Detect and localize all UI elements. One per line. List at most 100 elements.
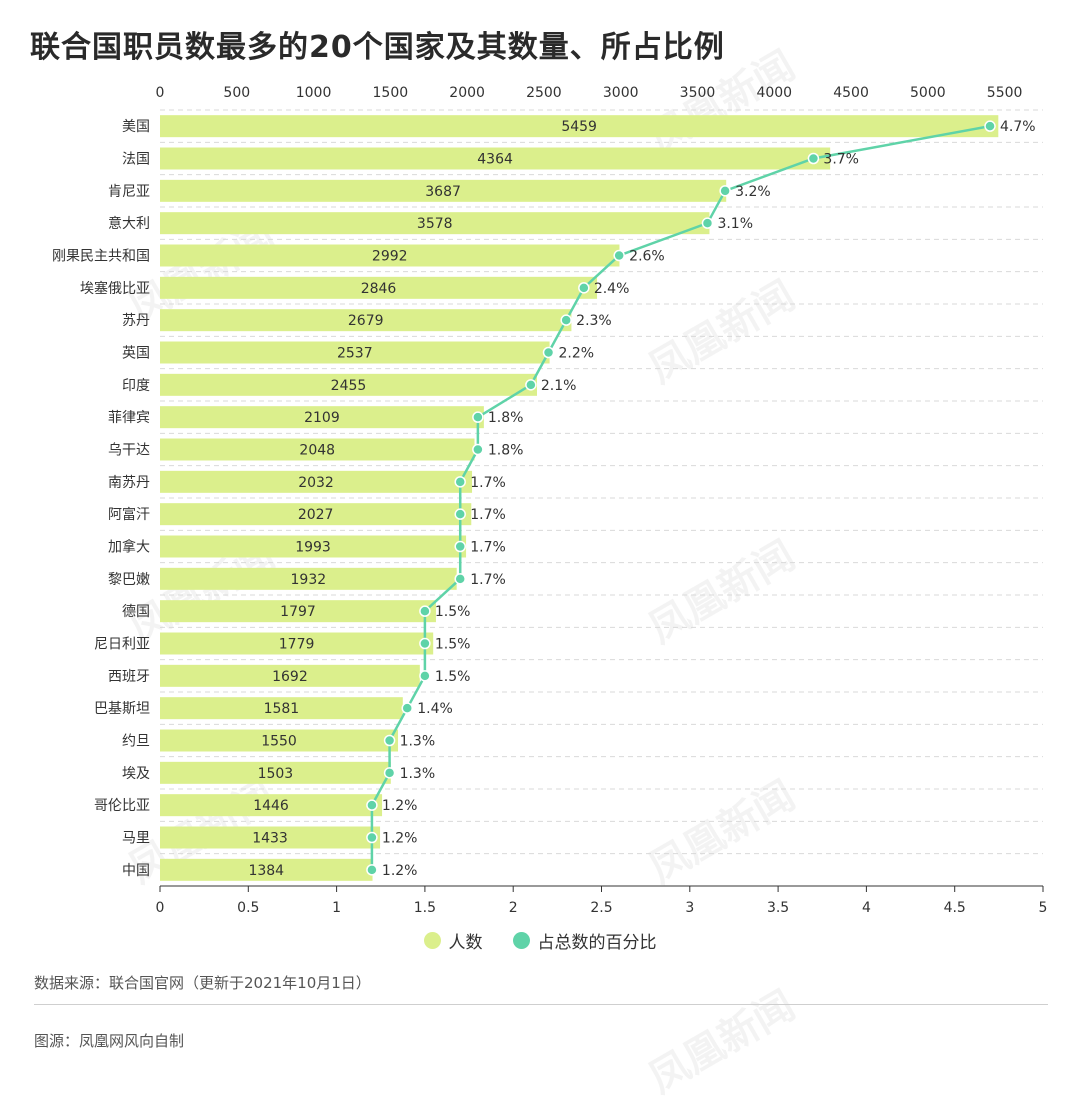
percent-label: 1.8% (488, 443, 524, 459)
bar-value-label: 1932 (291, 572, 327, 588)
top-axis-tick-label: 5000 (910, 85, 946, 101)
bar-21 (160, 761, 391, 784)
chart: 0 500 1000 1500 2000 2500 3000 3500 4000 4500 5000… (52, 85, 1047, 916)
percent-label: 3.7% (823, 152, 859, 168)
bar-19 (160, 697, 403, 720)
percent-label: 1.3% (400, 766, 436, 782)
category-label: 埃塞俄比亚 (80, 280, 150, 297)
top-axis-tick-label: 1000 (296, 85, 332, 101)
percent-label: 3.1% (717, 216, 753, 232)
category-label: 马里 (122, 831, 150, 847)
bar-value-label: 2048 (299, 443, 335, 459)
percent-point (383, 734, 396, 747)
percent-point (472, 443, 484, 456)
bottom-axis-tick-label: 4.5 (944, 900, 966, 916)
bar-2 (160, 147, 831, 170)
percent-label: 1.3% (400, 734, 436, 750)
percent-label: 1.5% (435, 637, 471, 653)
percent-label: 1.5% (435, 669, 471, 685)
percent-point (984, 120, 996, 132)
bottom-axis-tick-label: 2.5 (590, 900, 612, 916)
percent-point (454, 573, 466, 585)
legend-label-percent: 占总数的百分比 (537, 933, 657, 953)
bottom-axis-tick-label: 0.5 (237, 900, 259, 916)
bar-17 (160, 632, 434, 655)
bar-value-label: 2537 (337, 346, 373, 362)
bar-value-label: 2027 (298, 507, 334, 523)
percent-point (366, 864, 378, 876)
percent-point (419, 670, 431, 682)
category-label: 加拿大 (108, 539, 150, 556)
bar-value-label: 3687 (425, 184, 461, 200)
bottom-axis-tick-label: 1.5 (414, 900, 436, 916)
top-axis-tick-label: 4000 (756, 85, 792, 101)
percent-point (366, 831, 378, 844)
bar-14 (160, 535, 467, 558)
category-label: 约旦 (122, 734, 150, 750)
percent-point (454, 508, 466, 520)
bar-16 (160, 600, 436, 623)
percent-point (613, 249, 625, 262)
bar-value-label: 2032 (298, 475, 334, 491)
percent-point (366, 799, 378, 811)
percent-label: 1.7% (470, 475, 506, 491)
category-label: 黎巴嫩 (108, 572, 150, 588)
percent-label: 1.2% (382, 798, 418, 814)
top-axis-tick-label: 4500 (833, 85, 869, 101)
bar-value-label: 1692 (272, 669, 308, 685)
bar-4 (160, 212, 710, 235)
percent-point (472, 411, 484, 423)
source-note: 数据来源：联合国官网（更新于2021年10月1日） (34, 974, 371, 992)
watermark-8: 凤凰新闻 (636, 974, 804, 1104)
category-label: 肯尼亚 (108, 184, 150, 200)
percent-point (419, 605, 431, 617)
percent-point (578, 282, 590, 294)
percent-label: 1.2% (382, 863, 418, 879)
category-label: 美国 (122, 119, 150, 135)
percent-point (454, 540, 466, 553)
bar-value-label: 1993 (295, 540, 331, 556)
percent-label: 2.3% (576, 313, 612, 329)
legend-item-count: 人数 (423, 928, 483, 953)
legend-label-count: 人数 (448, 933, 483, 953)
percent-label: 3.2% (735, 184, 771, 200)
bar-22 (160, 794, 383, 817)
category-label: 德国 (122, 604, 150, 620)
percent-point (542, 346, 555, 359)
percent-label: 1.5% (435, 604, 471, 620)
legend-item-percent: 占总数的百分比 (512, 928, 657, 953)
category-label: 刚果民主共和国 (52, 249, 150, 265)
percent-label: 2.6% (629, 249, 665, 265)
percent-label: 2.2% (559, 346, 595, 362)
category-label: 印度 (122, 378, 150, 394)
bar-3 (160, 179, 727, 202)
percent-label: 4.7% (1000, 119, 1036, 135)
credit-note: 图源：凤凰网风向自制 (34, 1032, 185, 1050)
bottom-axis-tick-label: 3.5 (767, 900, 789, 916)
category-label: 哥伦比亚 (94, 798, 150, 814)
percent-point (383, 767, 396, 779)
bar-value-label: 1550 (261, 734, 297, 750)
divider (34, 1004, 1048, 1005)
bar-value-label: 1797 (280, 604, 316, 620)
bar-value-label: 1433 (252, 831, 288, 847)
bar-value-label: 2992 (372, 249, 408, 265)
bar-value-label: 2455 (331, 378, 367, 394)
category-label: 阿富汗 (108, 506, 150, 523)
bottom-axis-tick-label: 2 (509, 900, 518, 916)
percent-label: 1.4% (417, 701, 453, 717)
percent-point (701, 217, 714, 229)
bar-7 (160, 309, 572, 332)
bar-18 (160, 664, 420, 687)
bar-10 (160, 406, 484, 429)
category-label: 法国 (122, 152, 150, 168)
percent-point (719, 185, 731, 197)
percent-label: 1.8% (488, 410, 524, 426)
legend-dot-count (423, 932, 441, 949)
top-axis-tick-label: 500 (223, 85, 250, 101)
category-label: 乌干达 (108, 443, 150, 459)
bar-11 (160, 438, 475, 461)
bottom-axis-tick-label: 1 (332, 900, 341, 916)
percent-point (560, 314, 572, 326)
top-axis-tick-label: 1500 (373, 85, 409, 101)
